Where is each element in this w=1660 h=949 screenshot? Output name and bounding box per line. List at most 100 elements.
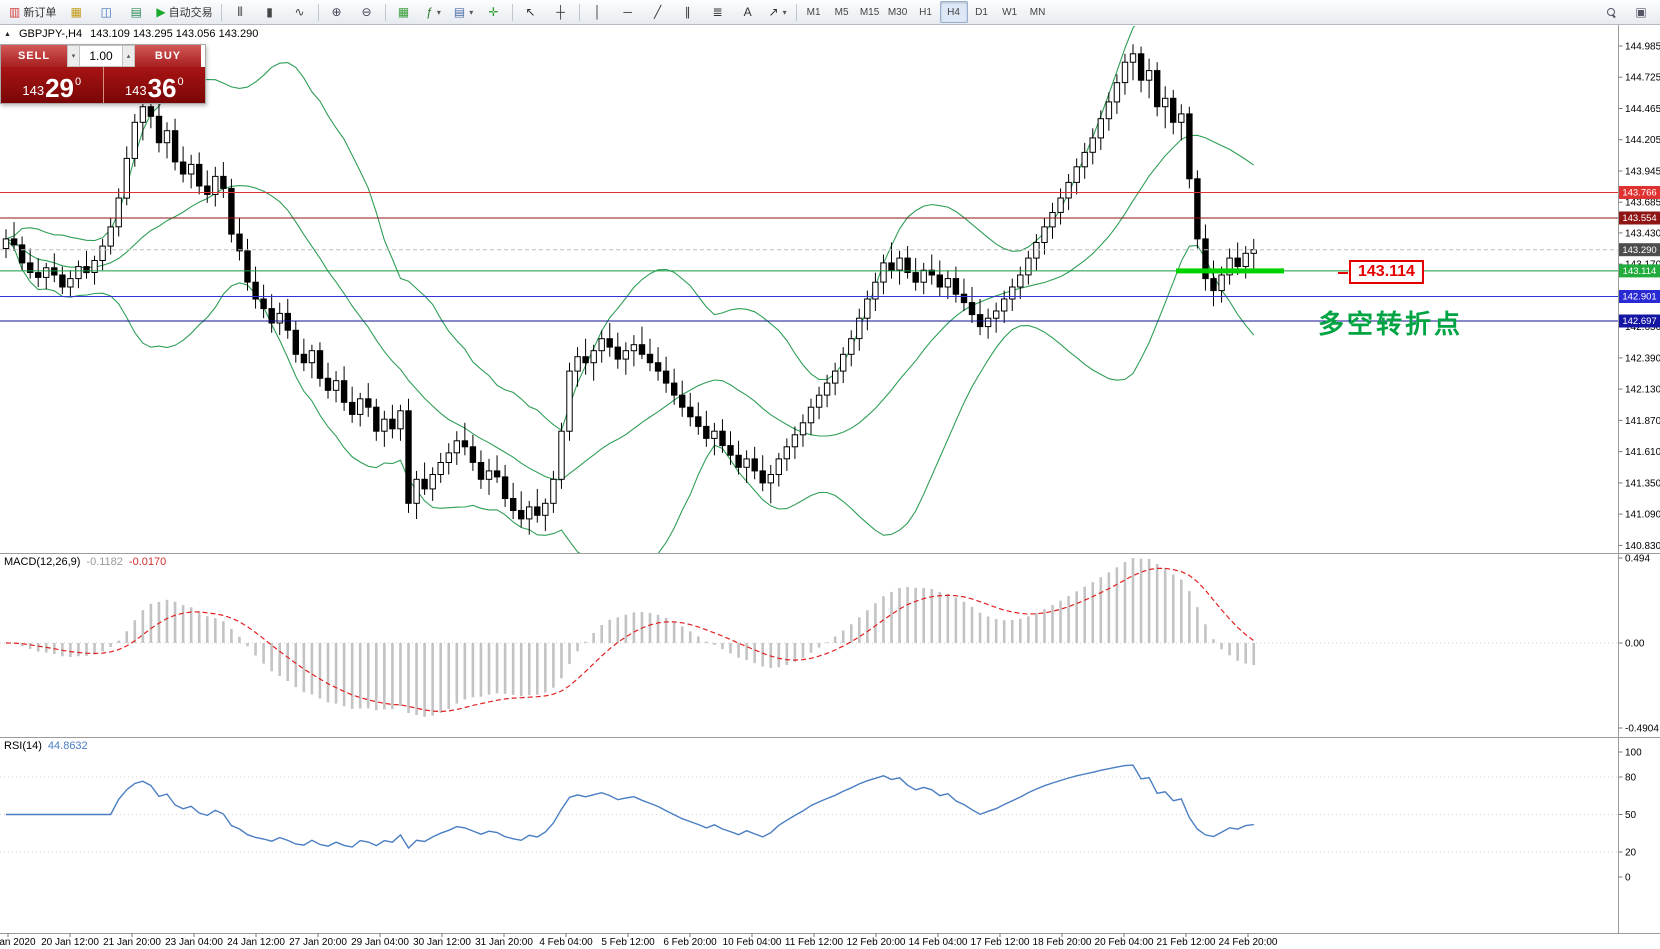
down-arrow-icon: ▾	[71, 53, 76, 60]
timeframe-mn-button[interactable]: MN	[1024, 1, 1052, 23]
svg-text:50: 50	[1625, 810, 1637, 821]
layout-icon: ▣	[1635, 5, 1647, 19]
add-object-button[interactable]: ✛	[479, 1, 509, 23]
svg-text:143.766: 143.766	[1622, 188, 1656, 199]
macd-axis: 0.494 0.00 -0.4904	[1618, 554, 1659, 735]
timeframe-h4-button[interactable]: H4	[939, 1, 968, 23]
svg-text:142.130: 142.130	[1625, 385, 1660, 396]
svg-text:141.090: 141.090	[1625, 510, 1660, 521]
symbol-marker-icon: ▲	[4, 30, 11, 38]
timeframe-d1-button[interactable]: D1	[968, 1, 996, 23]
svg-text:143.430: 143.430	[1625, 228, 1660, 239]
vertical-line-button[interactable]: │	[583, 1, 613, 23]
timeframe-m5-button[interactable]: M5	[828, 1, 856, 23]
text-tool-icon: A	[743, 5, 752, 19]
timeframe-m1-button[interactable]: M1	[800, 1, 828, 23]
svg-text:141.870: 141.870	[1625, 416, 1660, 427]
svg-text:23 Jan 04:00: 23 Jan 04:00	[165, 937, 223, 948]
rsi-indicator-label: RSI(14) 44.8632	[4, 740, 88, 752]
search-button[interactable]	[1596, 1, 1626, 23]
auto-trading-button[interactable]: ▶ 自动交易	[151, 1, 217, 23]
turning-point-note[interactable]: 多空转折点	[1318, 309, 1464, 339]
profiles-button[interactable]: ◫	[91, 1, 121, 23]
sell-price[interactable]: 143 29 0	[1, 67, 103, 103]
timeframe-w1-button[interactable]: W1	[996, 1, 1024, 23]
indicators-button[interactable]: ƒ ▾	[419, 1, 449, 23]
channel-button[interactable]: ∥	[673, 1, 703, 23]
rsi-value: 44.8632	[47, 740, 88, 752]
macd-panel	[0, 558, 1619, 717]
timeframe-h4-button-label: H4	[947, 6, 960, 18]
svg-text:5 Feb 12:00: 5 Feb 12:00	[601, 937, 655, 948]
timeframe-h1-button[interactable]: H1	[912, 1, 940, 23]
svg-text:18 Feb 20:00: 18 Feb 20:00	[1033, 937, 1092, 948]
sell-button[interactable]: SELL	[1, 45, 67, 67]
zoom-in-button[interactable]: ⊕	[322, 1, 352, 23]
time-axis[interactable]: 17 Jan 2020 20 Jan 12:00 21 Jan 20:00 23 Ja…	[0, 933, 1278, 948]
fibonacci-icon: ≣	[712, 5, 723, 19]
tile-windows-icon: ▦	[397, 5, 410, 19]
price-annotation-box[interactable]: 143.114	[1338, 260, 1424, 284]
charts-button[interactable]: ▦	[61, 1, 91, 23]
toolbar-separator	[384, 3, 386, 21]
horizontal-line-button[interactable]: ─	[613, 1, 643, 23]
tile-windows-button[interactable]: ▦	[389, 1, 419, 23]
volume-increase-button[interactable]: ▴	[122, 45, 135, 67]
line-chart-button[interactable]: ∿	[285, 1, 315, 23]
alerts-button[interactable]: ▤	[121, 1, 151, 23]
symbol-ohlc: 143.109 143.295 143.056 143.290	[90, 28, 259, 40]
macd-name: MACD(12,26,9)	[4, 556, 81, 568]
charts-icon: ▦	[70, 5, 83, 19]
arrows-tool-button[interactable]: ↗ ▾	[763, 1, 793, 23]
svg-text:0: 0	[1625, 873, 1631, 884]
trade-panel-controls: SELL ▾ ▴ BUY	[1, 45, 205, 67]
toolbar-separator	[317, 3, 319, 21]
zoom-out-button[interactable]: ⊖	[352, 1, 382, 23]
text-tool-button[interactable]: A	[733, 1, 763, 23]
support-highlight-segment[interactable]	[1176, 268, 1284, 274]
fibonacci-button[interactable]: ≣	[703, 1, 733, 23]
layout-button[interactable]: ▣	[1626, 1, 1656, 23]
dropdown-arrow-icon: ▾	[782, 7, 787, 17]
volume-input[interactable]	[80, 45, 122, 67]
buy-button[interactable]: BUY	[135, 45, 201, 67]
timeframe-m15-button[interactable]: M15	[856, 1, 884, 23]
bar-chart-button[interactable]: |||	[225, 1, 255, 23]
svg-text:20 Jan 12:00: 20 Jan 12:00	[41, 937, 99, 948]
svg-text:21 Feb 12:00: 21 Feb 12:00	[1157, 937, 1216, 948]
timeframe-d1-button-label: D1	[975, 6, 988, 18]
buy-price[interactable]: 143 36 0	[104, 67, 206, 103]
arrows-tool-icon: ↗	[768, 5, 779, 19]
svg-text:144.725: 144.725	[1625, 73, 1660, 84]
zoom-out-icon: ⊖	[361, 5, 372, 19]
trade-panel-divider	[102, 67, 104, 103]
new-order-icon: ▥	[9, 5, 21, 19]
zoom-in-icon: ⊕	[331, 5, 342, 19]
horizontal-price-lines[interactable]	[0, 192, 1619, 322]
timeframe-m15-button-label: M15	[859, 6, 880, 18]
volume-decrease-button[interactable]: ▾	[67, 45, 80, 67]
crosshair-icon: ┼	[556, 5, 565, 19]
templates-button[interactable]: ▤ ▾	[449, 1, 479, 23]
cursor-button[interactable]: ↖	[516, 1, 546, 23]
trendline-button[interactable]: ╱	[643, 1, 673, 23]
candlestick-chart-button[interactable]: ▮	[255, 1, 285, 23]
profiles-icon: ◫	[100, 5, 113, 19]
new-order-button[interactable]: ▥ 新订单	[4, 1, 61, 23]
toolbar-separator	[220, 3, 222, 21]
svg-text:100: 100	[1625, 748, 1642, 759]
alerts-icon: ▤	[130, 5, 143, 19]
toolbar-separator	[511, 3, 513, 21]
timeframe-m30-button[interactable]: M30	[884, 1, 912, 23]
svg-text:142.697: 142.697	[1622, 316, 1656, 327]
timeframe-m30-button-label: M30	[887, 6, 908, 18]
dropdown-arrow-icon: ▾	[469, 7, 474, 17]
svg-text:21 Jan 20:00: 21 Jan 20:00	[103, 937, 161, 948]
svg-text:144.465: 144.465	[1625, 104, 1660, 115]
svg-text:14 Feb 04:00: 14 Feb 04:00	[909, 937, 968, 948]
up-arrow-icon: ▴	[126, 53, 131, 60]
svg-text:143.290: 143.290	[1622, 245, 1656, 256]
timeframe-mn-button-label: MN	[1029, 6, 1046, 18]
crosshair-button[interactable]: ┼	[546, 1, 576, 23]
